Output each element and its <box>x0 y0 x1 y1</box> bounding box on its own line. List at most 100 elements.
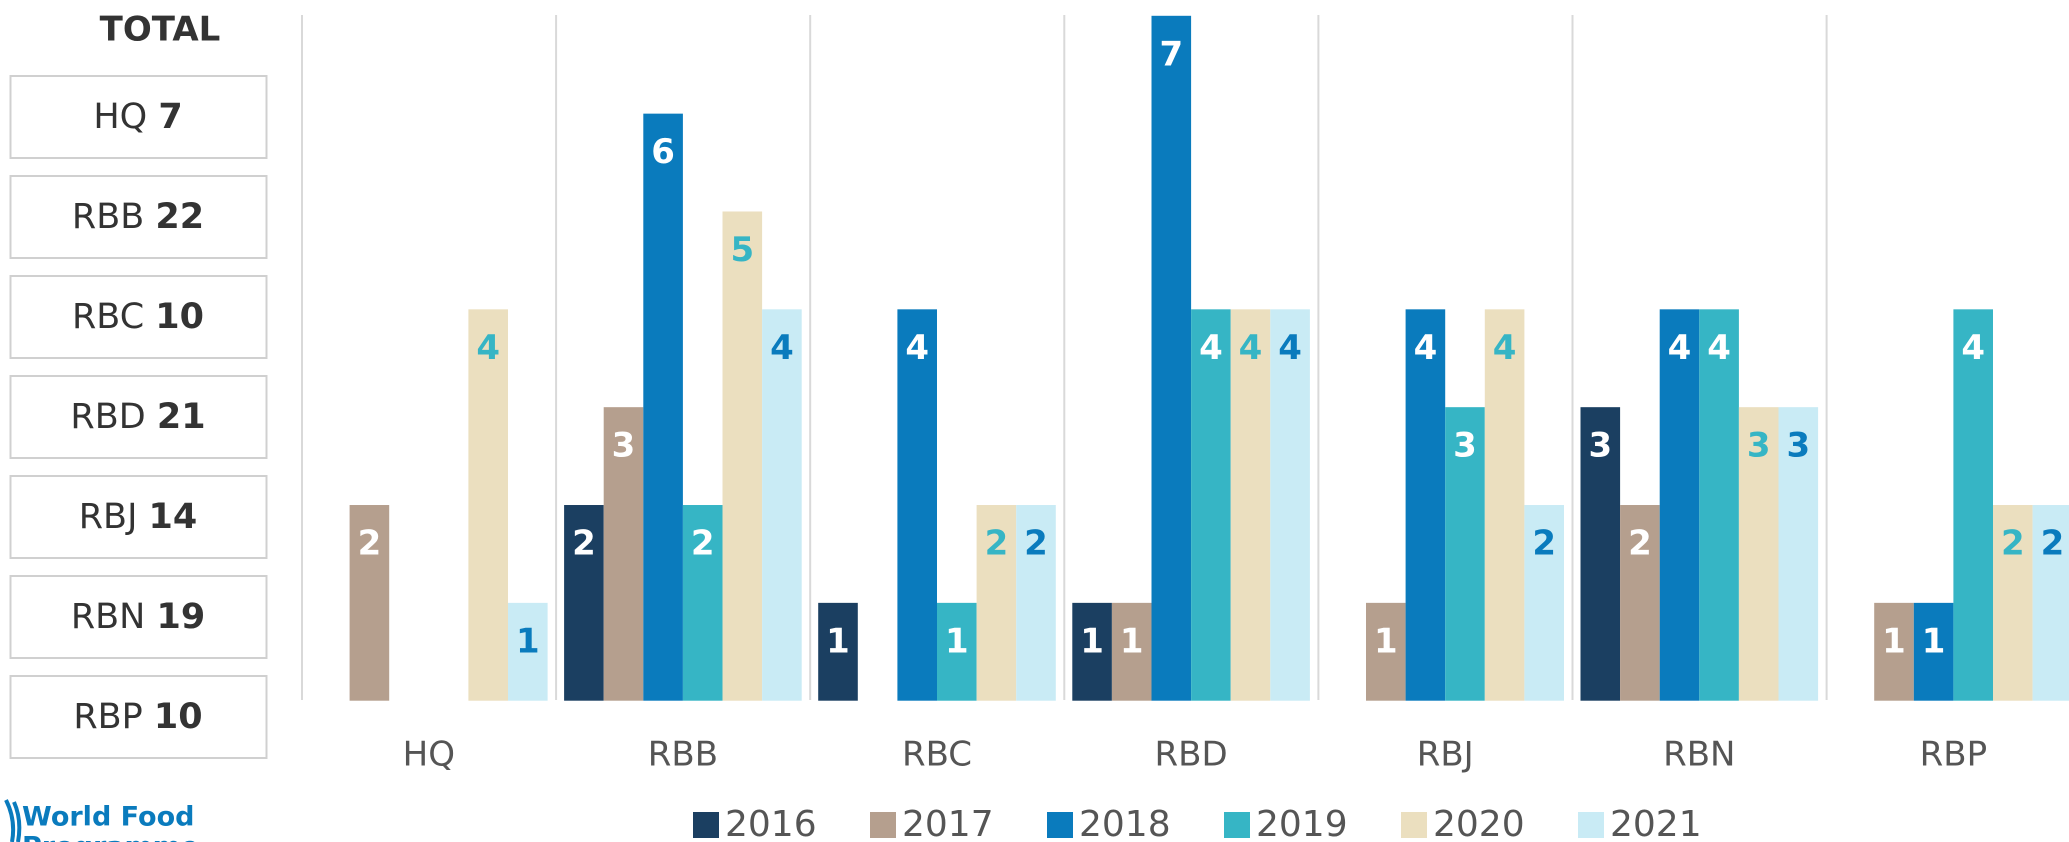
x-tick-label: RBP <box>1920 735 1987 775</box>
bar <box>1484 309 1525 701</box>
total-value: 19 <box>156 597 205 637</box>
data-label: 1 <box>1922 621 1946 661</box>
bar <box>1072 602 1112 701</box>
legend-swatch <box>693 812 719 838</box>
total-value: 22 <box>155 197 204 237</box>
bar <box>643 113 683 701</box>
bar <box>722 211 763 701</box>
data-label: 3 <box>612 426 636 466</box>
data-label: 1 <box>1374 621 1398 661</box>
legend-label: 2016 <box>725 804 817 842</box>
total-text: RBC 10 <box>72 297 204 337</box>
total-label: RBC <box>72 297 144 337</box>
bar <box>1778 407 1819 701</box>
data-label: 4 <box>1961 328 1985 368</box>
data-label: 3 <box>1747 426 1771 466</box>
data-label: 4 <box>1239 328 1263 368</box>
data-label: 2 <box>2001 524 2025 564</box>
total-label: RBD <box>70 397 145 437</box>
data-label: 4 <box>905 328 929 368</box>
data-label: 4 <box>770 328 794 368</box>
bar <box>564 505 604 701</box>
bar <box>1111 602 1152 701</box>
bar <box>1191 309 1231 701</box>
total-label: RBB <box>72 197 144 237</box>
data-label: 2 <box>1532 524 1556 564</box>
total-text: RBJ 14 <box>79 497 198 537</box>
total-box <box>9 175 268 259</box>
total-label: RBJ <box>79 497 138 537</box>
bar <box>1620 505 1660 701</box>
total-box <box>9 475 268 559</box>
data-label: 1 <box>1120 621 1144 661</box>
data-label: 2 <box>358 524 382 564</box>
data-label: 1 <box>1080 621 1104 661</box>
bar <box>937 602 977 701</box>
data-label: 1 <box>826 621 850 661</box>
bar <box>1874 602 1914 701</box>
bar <box>508 602 548 701</box>
bar <box>1993 505 2033 701</box>
bar <box>976 505 1017 701</box>
legend-swatch <box>1224 812 1250 838</box>
data-label: 1 <box>1882 621 1906 661</box>
data-label: 4 <box>1414 328 1438 368</box>
bar <box>1524 505 1564 701</box>
bar <box>2032 505 2069 701</box>
total-text: RBP 10 <box>73 697 202 737</box>
data-label: 3 <box>1588 426 1612 466</box>
bar <box>1230 309 1271 701</box>
logo-icon <box>4 799 22 842</box>
data-label: 4 <box>1707 328 1731 368</box>
total-box <box>9 275 268 359</box>
logo-text: Programme <box>22 832 199 842</box>
data-label: 4 <box>1278 328 1302 368</box>
total-value: 14 <box>149 497 198 537</box>
data-label: 7 <box>1159 34 1183 74</box>
bar <box>1580 407 1621 701</box>
data-label: 2 <box>2041 524 2065 564</box>
x-tick-label: RBB <box>648 735 718 775</box>
legend-label: 2018 <box>1079 804 1171 842</box>
x-tick-label: RBC <box>902 735 972 775</box>
bar <box>1659 309 1700 701</box>
legend-swatch <box>1401 812 1427 838</box>
data-label: 2 <box>1628 524 1652 564</box>
data-label: 4 <box>476 328 500 368</box>
legend-label: 2020 <box>1433 804 1525 842</box>
bar <box>349 505 390 701</box>
bar <box>1699 309 1739 701</box>
total-label: HQ <box>93 97 147 137</box>
total-text: RBB 22 <box>72 197 204 237</box>
data-label: 6 <box>651 132 675 172</box>
data-label: 4 <box>1668 328 1692 368</box>
total-box <box>9 675 268 759</box>
data-label: 1 <box>945 621 969 661</box>
total-text: RBD 21 <box>70 397 205 437</box>
total-label: RBN <box>71 597 146 637</box>
bar <box>1016 505 1056 701</box>
legend-swatch <box>870 812 896 838</box>
total-value: 10 <box>154 697 203 737</box>
total-box <box>9 75 268 159</box>
totals-title: TOTAL <box>100 10 221 50</box>
legend-label: 2021 <box>1610 804 1702 842</box>
total-value: 10 <box>155 297 204 337</box>
legend-label: 2019 <box>1256 804 1348 842</box>
total-box <box>9 575 268 659</box>
bar <box>1366 602 1406 701</box>
total-value: 7 <box>158 97 182 137</box>
bar <box>762 309 802 701</box>
data-label: 2 <box>1024 524 1048 564</box>
data-label: 3 <box>1786 426 1810 466</box>
bar <box>818 602 858 701</box>
legend-swatch <box>1047 812 1073 838</box>
bar <box>1445 407 1485 701</box>
bar <box>603 407 644 701</box>
data-label: 4 <box>1199 328 1223 368</box>
data-label: 1 <box>516 621 540 661</box>
bar <box>1953 309 1993 701</box>
data-label: 5 <box>730 230 754 270</box>
